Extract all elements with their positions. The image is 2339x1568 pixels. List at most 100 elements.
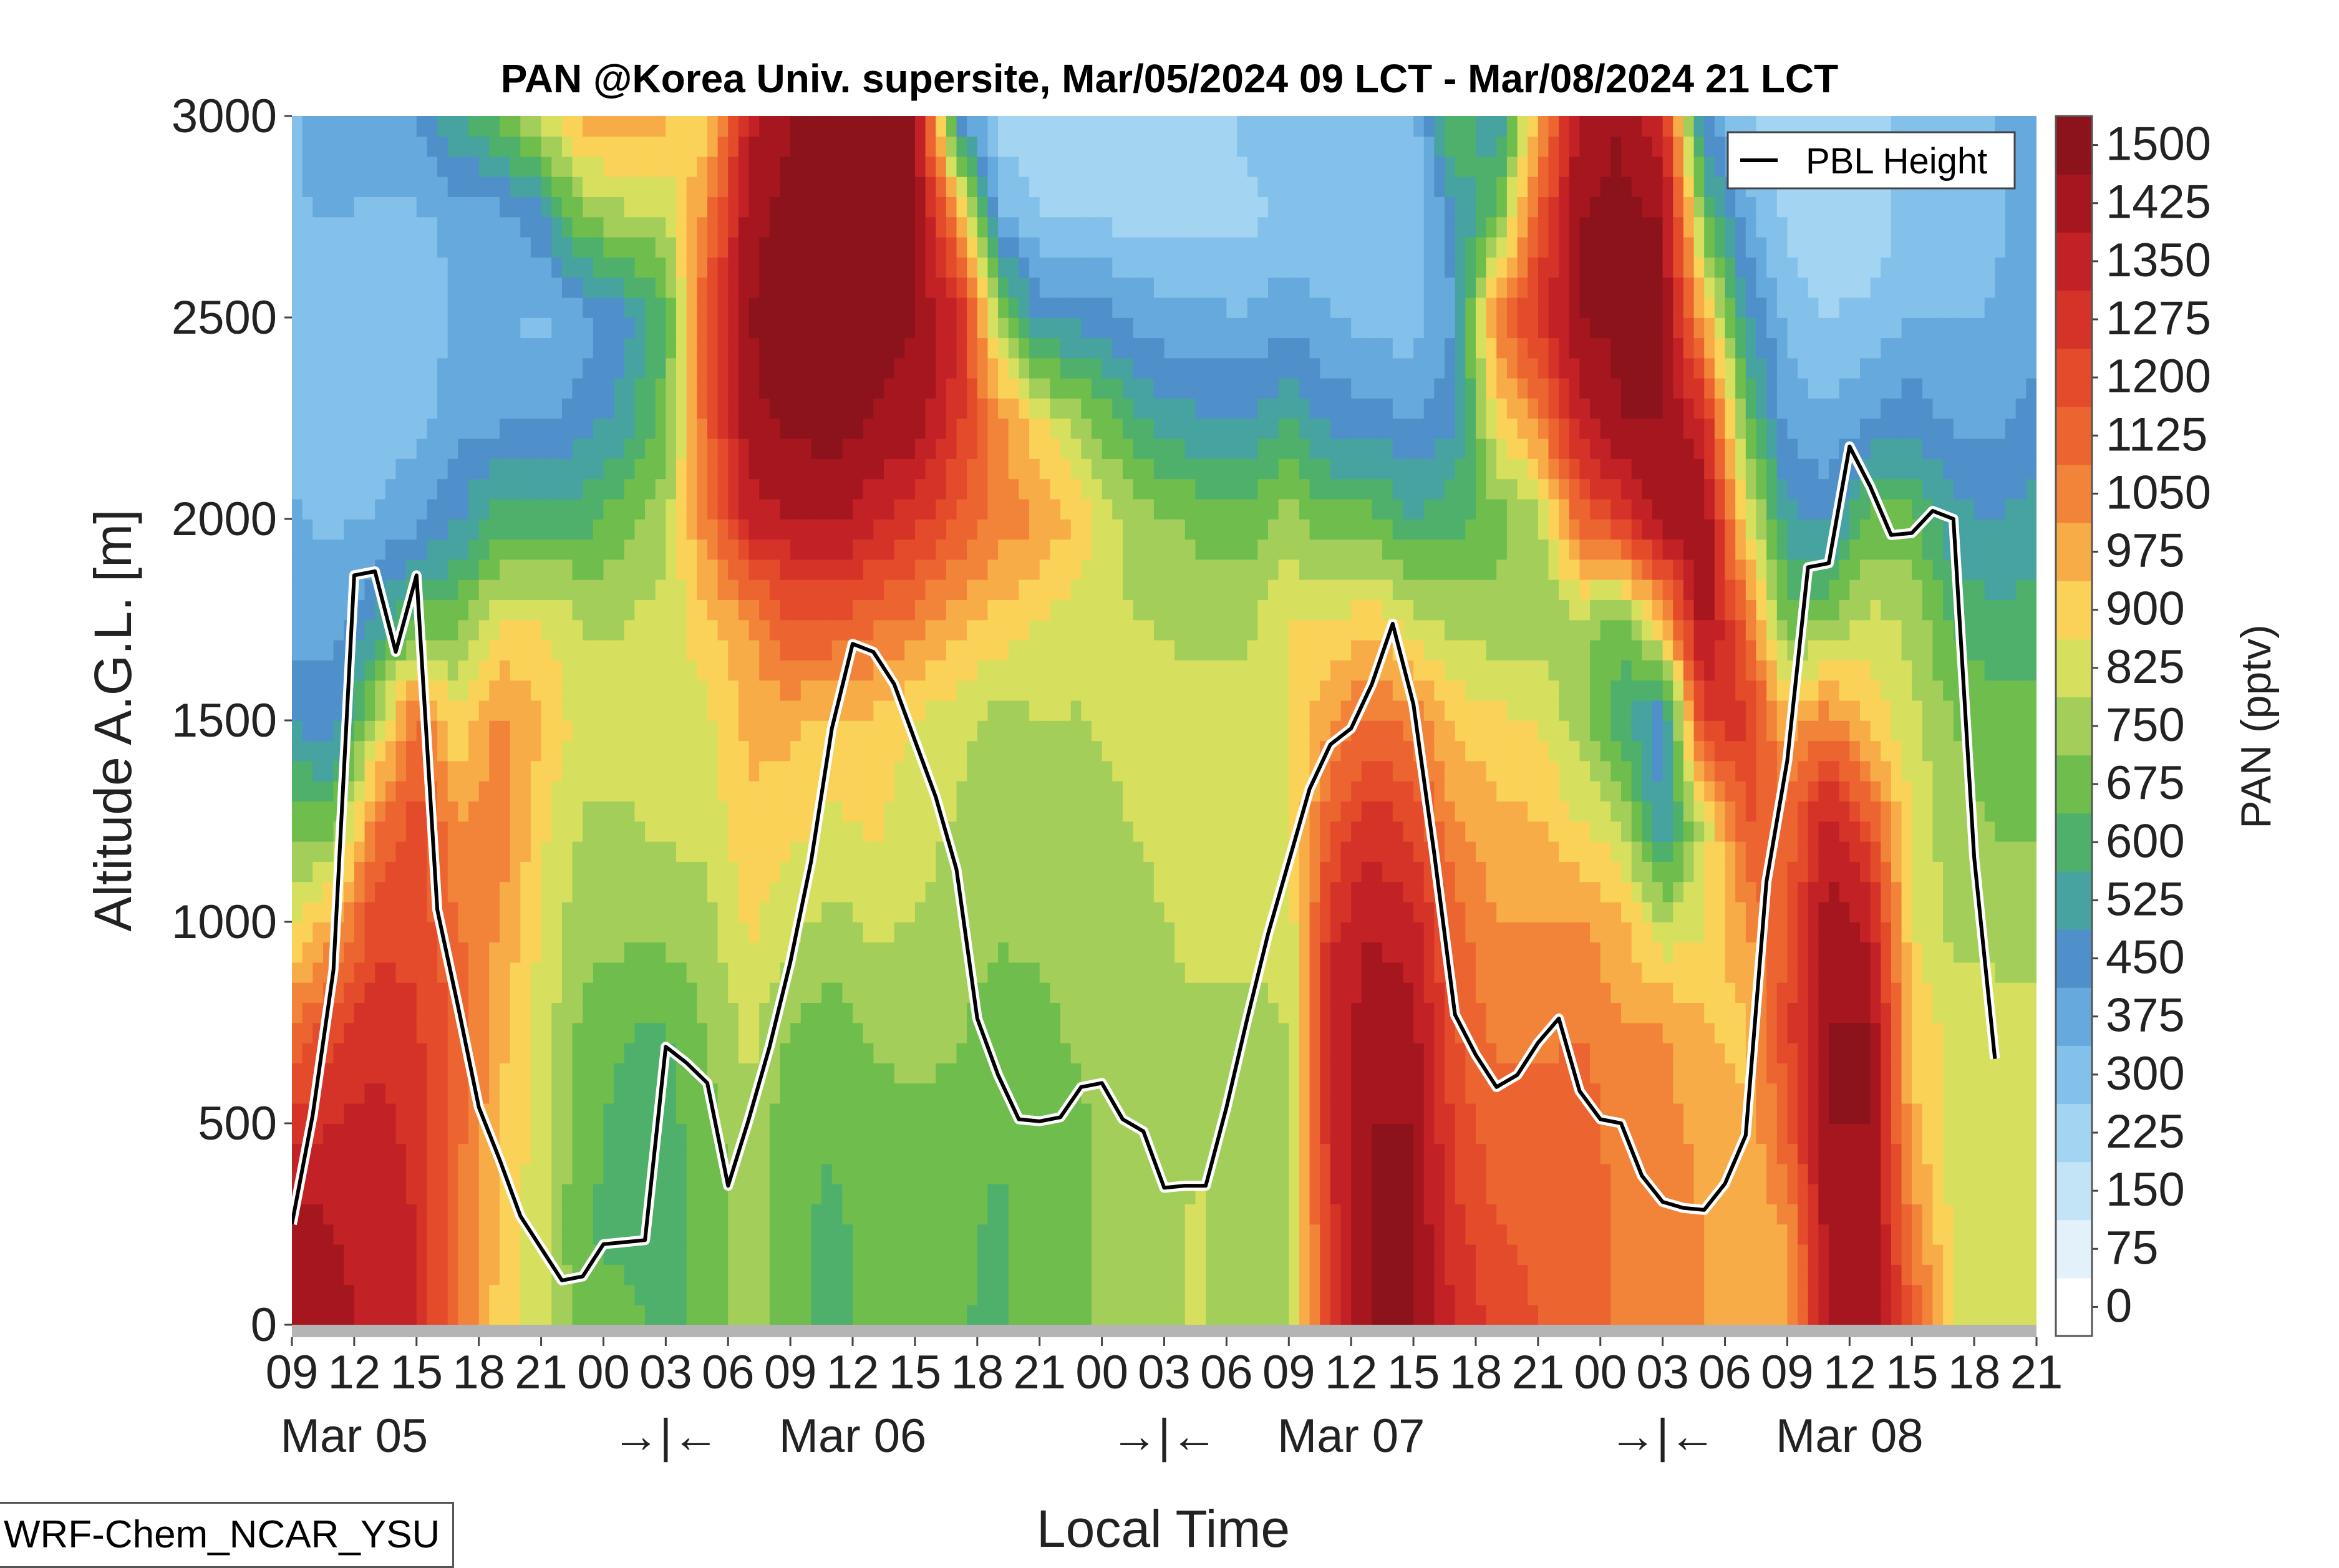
field-cell — [593, 599, 604, 621]
field-cell — [842, 297, 853, 318]
field-cell — [344, 841, 355, 862]
field-cell — [416, 1204, 428, 1225]
field-cell — [831, 377, 843, 399]
field-cell — [759, 639, 770, 661]
field-cell — [561, 720, 573, 742]
field-cell — [561, 539, 573, 560]
field-cell — [759, 156, 770, 177]
field-cell — [1029, 176, 1040, 197]
field-cell — [1019, 176, 1030, 197]
field-cell — [385, 498, 397, 520]
field-cell — [842, 901, 853, 922]
field-cell — [831, 881, 843, 903]
field-cell — [863, 116, 874, 137]
field-cell — [1091, 317, 1103, 339]
field-cell — [697, 881, 708, 903]
field-cell — [883, 1244, 895, 1265]
field-cell — [936, 277, 947, 298]
field-cell — [987, 277, 999, 298]
field-cell — [385, 901, 397, 922]
field-cell — [790, 801, 801, 822]
field-cell — [987, 1224, 999, 1245]
field-cell — [956, 801, 967, 822]
field-cell — [427, 1143, 438, 1164]
field-cell — [946, 539, 957, 560]
field-cell — [967, 760, 978, 782]
field-cell — [344, 1183, 355, 1204]
field-cell — [1029, 680, 1040, 701]
field-cell — [645, 660, 656, 681]
field-cell — [344, 1063, 355, 1084]
field-cell — [977, 660, 989, 681]
field-cell — [1019, 1304, 1030, 1325]
field-cell — [1050, 1123, 1061, 1145]
field-cell — [499, 297, 511, 318]
field-cell — [780, 1163, 791, 1184]
field-cell — [842, 1103, 853, 1124]
field-cell — [406, 780, 417, 801]
field-cell — [666, 136, 677, 157]
field-cell — [1029, 1304, 1040, 1325]
field-cell — [624, 176, 636, 197]
field-cell — [302, 277, 314, 298]
field-cell — [520, 599, 531, 621]
field-cell — [873, 579, 884, 600]
field-cell — [676, 297, 687, 318]
field-cell — [1112, 841, 1123, 862]
field-cell — [1102, 1284, 1113, 1305]
field-cell — [395, 539, 407, 560]
field-cell — [904, 579, 916, 600]
field-cell — [956, 841, 967, 862]
field-cell — [478, 660, 490, 681]
field-cell — [603, 821, 614, 842]
field-cell — [489, 639, 500, 661]
field-cell — [1081, 922, 1092, 943]
field-cell — [1091, 982, 1103, 1003]
field-cell — [645, 377, 656, 399]
field-cell — [1008, 1123, 1020, 1145]
field-cell — [728, 257, 739, 278]
field-cell — [914, 1063, 926, 1084]
field-cell — [780, 196, 791, 218]
field-cell — [1019, 801, 1030, 822]
field-cell — [790, 841, 801, 862]
field-cell — [1050, 156, 1061, 177]
field-cell — [447, 277, 459, 298]
field-cell — [1039, 1284, 1051, 1305]
field-cell — [863, 539, 874, 560]
field-cell — [883, 1042, 895, 1063]
field-cell — [666, 881, 677, 903]
field-cell — [292, 1002, 303, 1024]
field-cell — [1153, 1244, 1165, 1265]
field-cell — [499, 1284, 511, 1305]
field-cell — [780, 377, 791, 399]
field-cell — [1091, 1204, 1103, 1225]
field-cell — [998, 760, 1009, 782]
field-cell — [811, 116, 822, 137]
field-cell — [1029, 277, 1040, 298]
field-cell — [748, 1123, 760, 1145]
field-cell — [769, 519, 781, 540]
field-cell — [738, 257, 750, 278]
field-cell — [489, 1204, 500, 1225]
field-cell — [333, 458, 345, 480]
field-cell — [499, 901, 511, 922]
field-cell — [624, 740, 636, 762]
field-cell — [666, 116, 677, 137]
field-cell — [499, 579, 511, 600]
field-cell — [458, 780, 469, 801]
field-cell — [738, 1042, 750, 1063]
field-cell — [666, 599, 677, 621]
field-cell — [1029, 116, 1040, 137]
field-cell — [873, 801, 884, 822]
field-cell — [800, 1002, 812, 1024]
field-cell — [873, 156, 884, 177]
field-cell — [873, 216, 884, 238]
field-cell — [385, 236, 397, 258]
field-cell — [499, 1002, 511, 1024]
field-cell — [883, 377, 895, 399]
field-cell — [936, 458, 947, 480]
field-cell — [748, 962, 760, 983]
field-cell — [1112, 337, 1123, 359]
field-cell — [489, 297, 500, 318]
